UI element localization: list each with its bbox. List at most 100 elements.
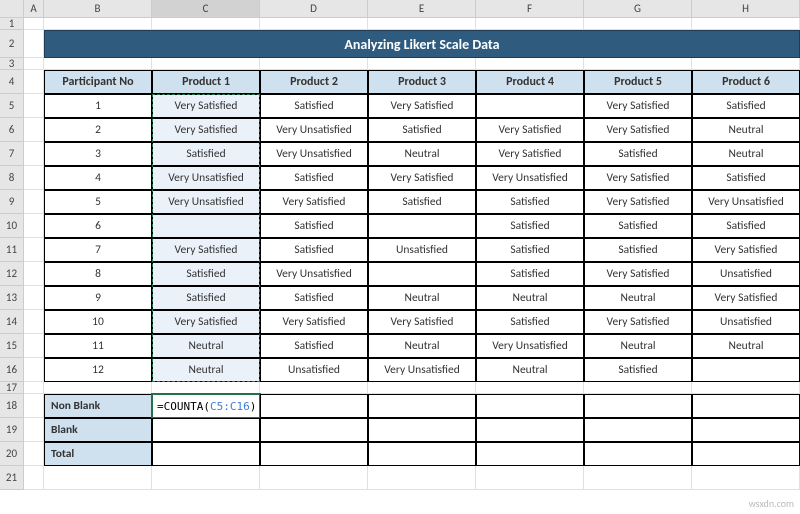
cell-product6[interactable] <box>692 358 800 382</box>
cell-product1[interactable]: Neutral <box>152 334 260 358</box>
blank-cell[interactable] <box>24 18 44 30</box>
blank-cell[interactable] <box>24 30 44 58</box>
participant-no[interactable]: 12 <box>44 358 152 382</box>
blank-cell[interactable] <box>24 214 44 238</box>
blank-cell[interactable] <box>24 262 44 286</box>
col-header-g[interactable]: G <box>584 0 692 17</box>
header-product6[interactable]: Product 6 <box>692 70 800 94</box>
cell-product2[interactable]: Satisfied <box>260 238 368 262</box>
blank-cell[interactable] <box>152 58 260 70</box>
row-header-21[interactable]: 21 <box>0 466 23 490</box>
cell-product3[interactable]: Neutral <box>368 142 476 166</box>
cell-product4[interactable] <box>476 94 584 118</box>
blank-cell[interactable] <box>152 382 260 394</box>
cell-product2[interactable]: Very Unsatisfied <box>260 262 368 286</box>
cell-product3[interactable]: Neutral <box>368 286 476 310</box>
blank-cell[interactable] <box>24 310 44 334</box>
blank-cell[interactable] <box>584 382 692 394</box>
row-header-1[interactable]: 1 <box>0 18 23 30</box>
participant-no[interactable]: 4 <box>44 166 152 190</box>
cell-product4[interactable]: Very Satisfied <box>476 118 584 142</box>
cell-product6[interactable]: Very Satisfied <box>692 286 800 310</box>
blank-cell[interactable] <box>368 18 476 30</box>
row-header-2[interactable]: 2 <box>0 30 23 58</box>
participant-no[interactable]: 2 <box>44 118 152 142</box>
label-total[interactable]: Total <box>44 442 152 466</box>
blank-cell[interactable] <box>24 142 44 166</box>
blank-cell[interactable] <box>584 58 692 70</box>
cell-product4[interactable]: Satisfied <box>476 310 584 334</box>
blank-cell[interactable] <box>260 382 368 394</box>
blank-cell[interactable] <box>368 382 476 394</box>
cell-product1[interactable]: Very Satisfied <box>152 238 260 262</box>
blank-cell[interactable] <box>24 94 44 118</box>
cell-product1[interactable]: Very Unsatisfied <box>152 190 260 214</box>
cell-product5[interactable]: Very Satisfied <box>584 166 692 190</box>
row-header-19[interactable]: 19 <box>0 418 23 442</box>
cell-product6[interactable]: Unsatisfied <box>692 262 800 286</box>
cell-product1[interactable]: Satisfied <box>152 142 260 166</box>
cell-product2[interactable]: Satisfied <box>260 286 368 310</box>
blank-cell[interactable] <box>24 190 44 214</box>
row-header-18[interactable]: 18 <box>0 394 23 418</box>
cell-product1[interactable]: Very Unsatisfied <box>152 166 260 190</box>
blank-cell[interactable] <box>368 466 476 490</box>
participant-no[interactable]: 8 <box>44 262 152 286</box>
summary-cell[interactable] <box>476 394 584 418</box>
blank-cell[interactable] <box>152 18 260 30</box>
cell-product6[interactable]: Neutral <box>692 142 800 166</box>
blank-cell[interactable] <box>24 334 44 358</box>
blank-cell[interactable] <box>24 358 44 382</box>
cell-product3[interactable]: Very Satisfied <box>368 94 476 118</box>
cell-product1[interactable]: Very Satisfied <box>152 118 260 142</box>
row-header-11[interactable]: 11 <box>0 238 23 262</box>
blank-cell[interactable] <box>24 118 44 142</box>
participant-no[interactable]: 5 <box>44 190 152 214</box>
cell-product5[interactable]: Very Satisfied <box>584 262 692 286</box>
participant-no[interactable]: 9 <box>44 286 152 310</box>
col-header-c[interactable]: C <box>152 0 260 17</box>
summary-cell[interactable] <box>476 442 584 466</box>
summary-cell[interactable] <box>260 442 368 466</box>
cell-product2[interactable]: Very Satisfied <box>260 190 368 214</box>
summary-cell[interactable] <box>152 442 260 466</box>
row-header-15[interactable]: 15 <box>0 334 23 358</box>
blank-cell[interactable] <box>24 442 44 466</box>
cell-product4[interactable]: Satisfied <box>476 262 584 286</box>
cell-product1[interactable]: Satisfied <box>152 286 260 310</box>
participant-no[interactable]: 3 <box>44 142 152 166</box>
summary-cell[interactable] <box>260 418 368 442</box>
blank-cell[interactable] <box>692 466 800 490</box>
summary-cell[interactable] <box>260 394 368 418</box>
cell-product3[interactable]: Very Unsatisfied <box>368 358 476 382</box>
cell-product5[interactable]: Neutral <box>584 334 692 358</box>
cell-product1[interactable]: Very Satisfied <box>152 94 260 118</box>
summary-cell[interactable] <box>368 418 476 442</box>
participant-no[interactable]: 11 <box>44 334 152 358</box>
col-header-f[interactable]: F <box>476 0 584 17</box>
blank-cell[interactable] <box>692 18 800 30</box>
cell-product3[interactable]: Satisfied <box>368 118 476 142</box>
cell-product2[interactable]: Satisfied <box>260 334 368 358</box>
blank-cell[interactable] <box>584 466 692 490</box>
blank-cell[interactable] <box>24 466 44 490</box>
row-header-7[interactable]: 7 <box>0 142 23 166</box>
cell-product4[interactable]: Satisfied <box>476 190 584 214</box>
cell-product3[interactable] <box>368 262 476 286</box>
cell-product4[interactable]: Satisfied <box>476 238 584 262</box>
blank-cell[interactable] <box>692 58 800 70</box>
row-header-12[interactable]: 12 <box>0 262 23 286</box>
header-product3[interactable]: Product 3 <box>368 70 476 94</box>
cell-product2[interactable]: Very Satisfied <box>260 310 368 334</box>
participant-no[interactable]: 7 <box>44 238 152 262</box>
participant-no[interactable]: 10 <box>44 310 152 334</box>
blank-cell[interactable] <box>44 18 152 30</box>
cell-product6[interactable]: Neutral <box>692 118 800 142</box>
row-header-17[interactable]: 17 <box>0 382 23 394</box>
cell-product3[interactable]: Very Satisfied <box>368 166 476 190</box>
cell-product5[interactable]: Neutral <box>584 286 692 310</box>
cell-product2[interactable]: Very Unsatisfied <box>260 142 368 166</box>
blank-cell[interactable] <box>24 166 44 190</box>
summary-cell[interactable] <box>476 418 584 442</box>
cell-product1[interactable]: Satisfied <box>152 262 260 286</box>
